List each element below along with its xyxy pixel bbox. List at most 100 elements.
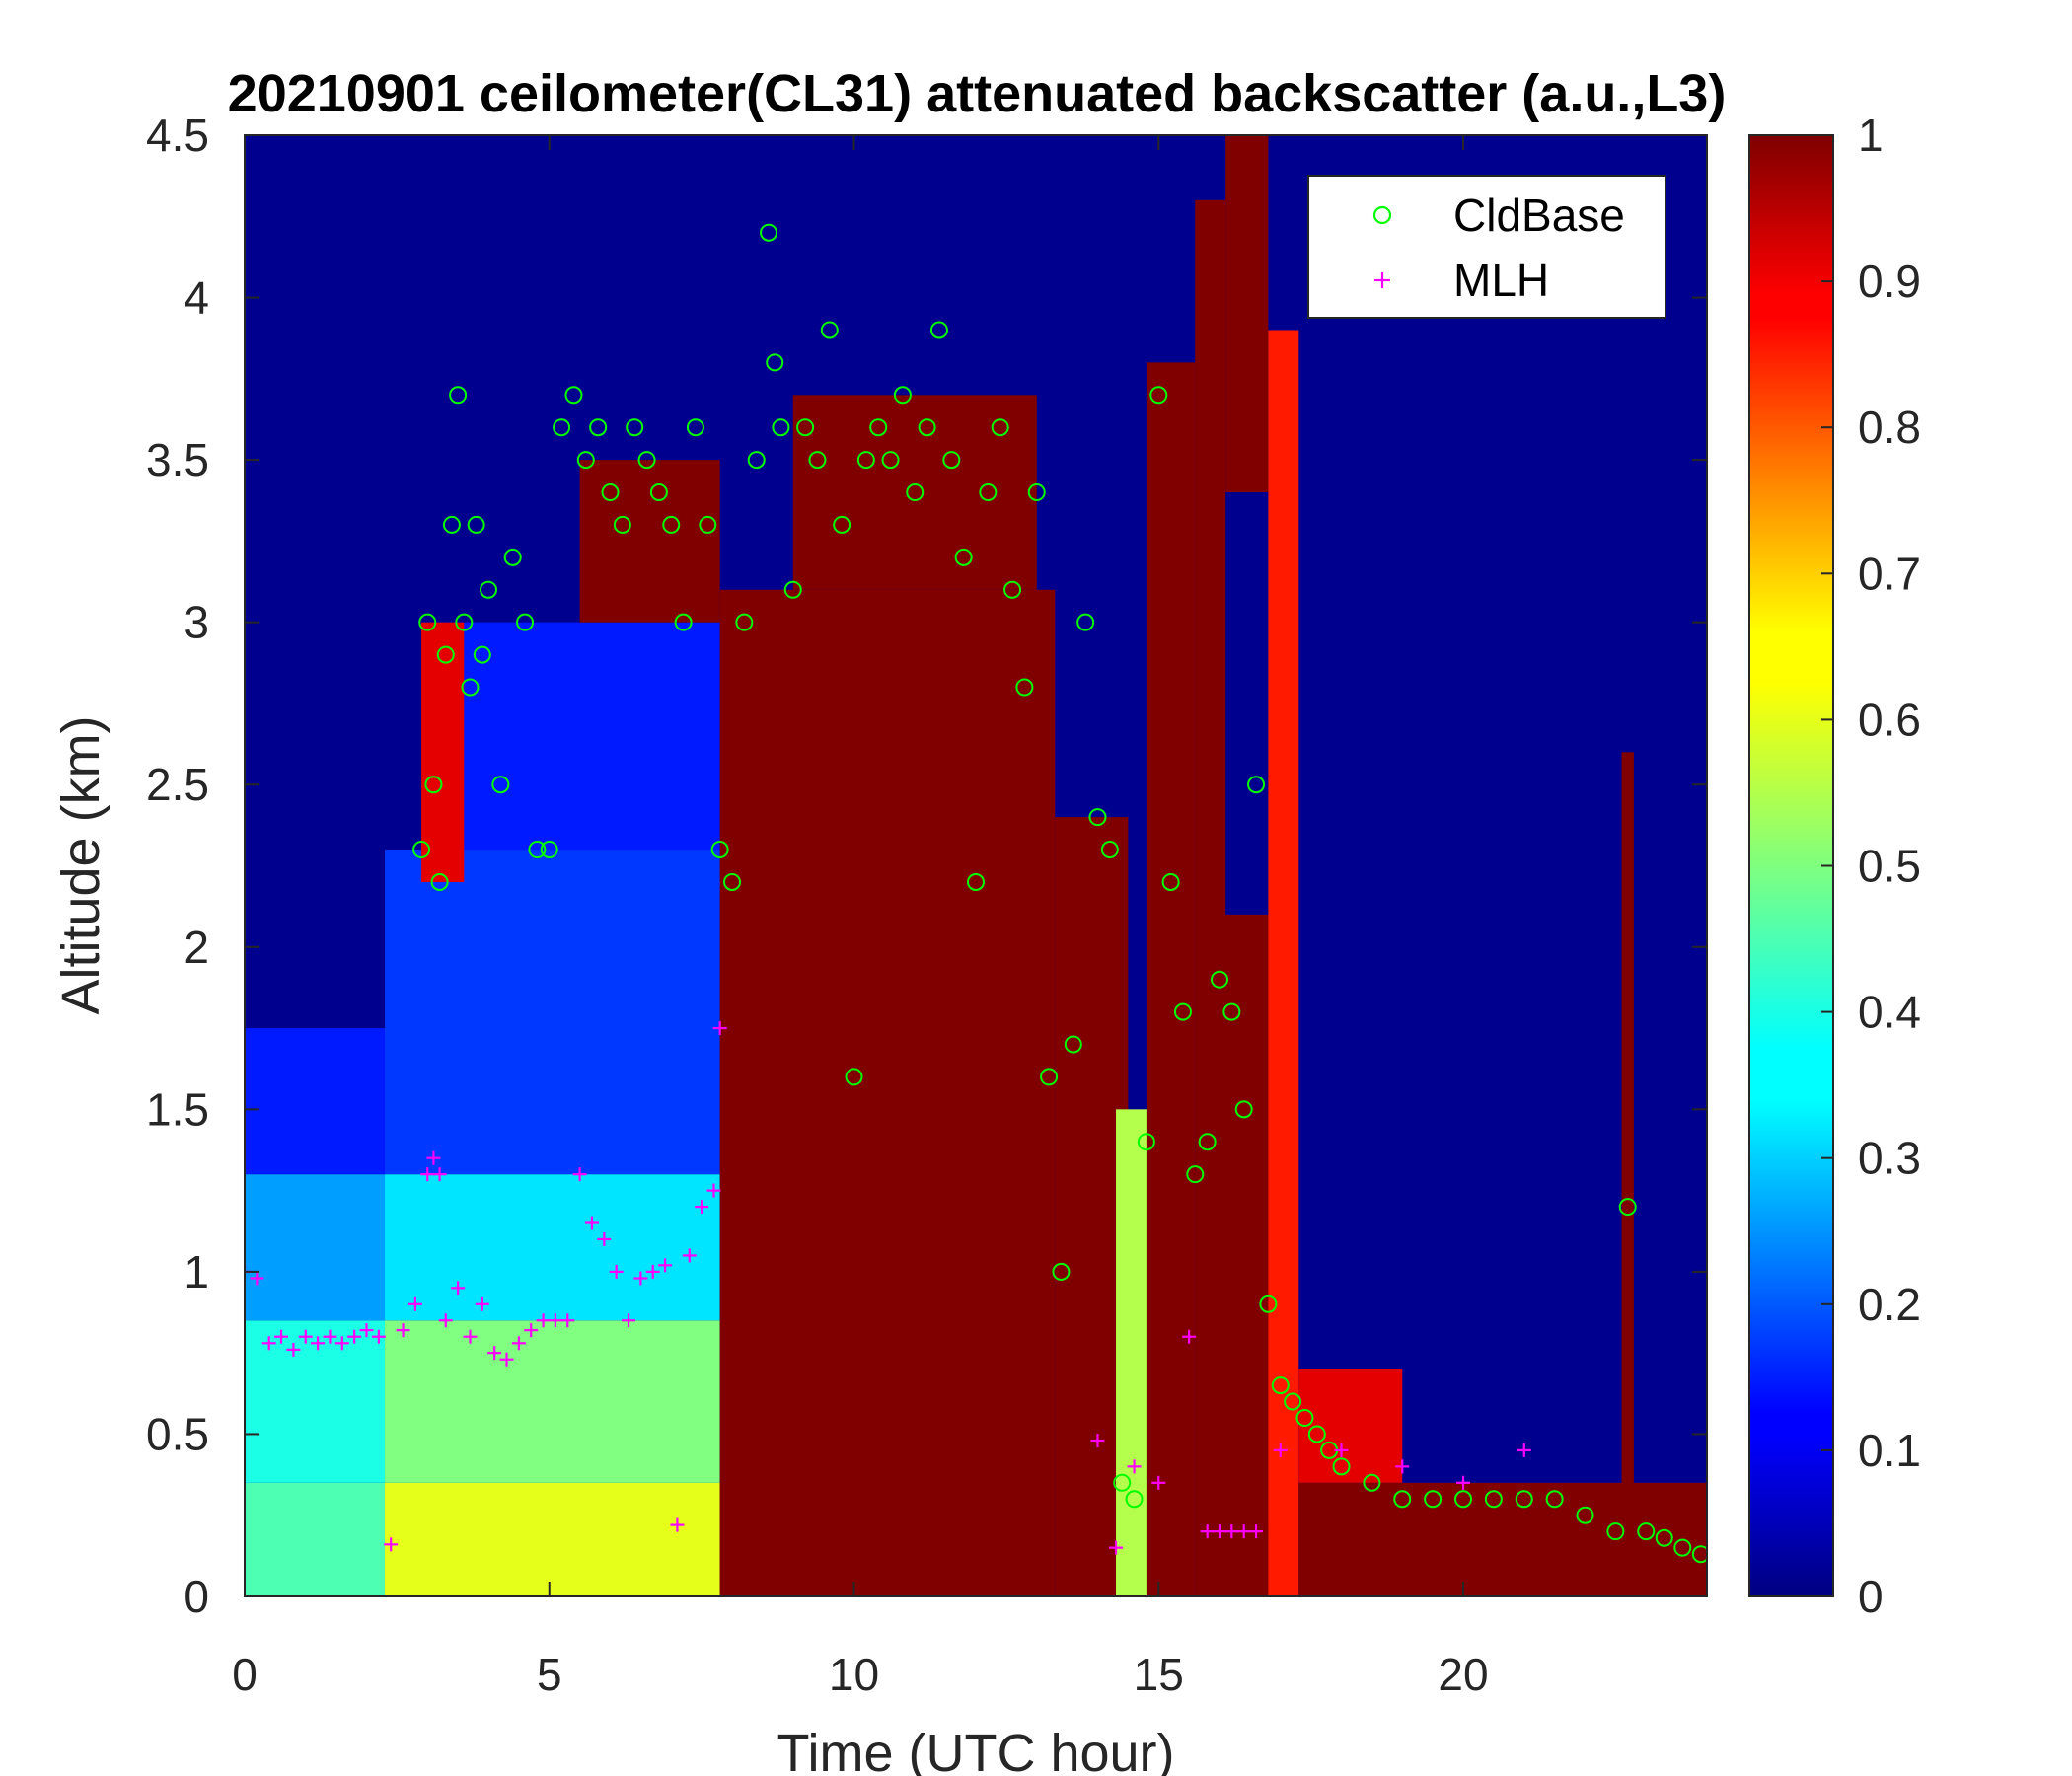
cldbase-point bbox=[1247, 776, 1266, 794]
mlh-point bbox=[463, 1329, 478, 1344]
mlh-point bbox=[311, 1336, 326, 1351]
x-tick-label: 5 bbox=[537, 1649, 562, 1700]
cldbase-point bbox=[1637, 1522, 1656, 1541]
y-tick-label: 0 bbox=[184, 1571, 209, 1622]
colorbar-tick-label: 0.8 bbox=[1858, 402, 1921, 453]
cldbase-series bbox=[412, 223, 1707, 1564]
cldbase-point bbox=[601, 483, 620, 502]
mlh-point bbox=[407, 1296, 422, 1311]
cldbase-point bbox=[1052, 1262, 1071, 1281]
mlh-point bbox=[261, 1336, 276, 1351]
plot-frame bbox=[244, 134, 1708, 1597]
mlh-point bbox=[359, 1323, 374, 1338]
mlh-point bbox=[682, 1248, 697, 1263]
legend-cldbase-marker bbox=[1372, 205, 1392, 225]
mlh-point bbox=[1273, 1443, 1288, 1457]
mlh-point bbox=[1151, 1475, 1166, 1490]
cldbase-point bbox=[430, 872, 449, 891]
cldbase-point bbox=[893, 386, 912, 405]
cldbase-point bbox=[1198, 1133, 1217, 1151]
colorbar-tick-label: 0 bbox=[1858, 1571, 1884, 1622]
cldbase-point bbox=[1618, 1198, 1637, 1217]
cldbase-point bbox=[1515, 1490, 1533, 1509]
mlh-point bbox=[1090, 1434, 1105, 1448]
cldbase-point bbox=[1673, 1538, 1692, 1557]
mlh-point bbox=[1395, 1459, 1410, 1474]
cldbase-point bbox=[626, 418, 644, 437]
cldbase-point bbox=[1393, 1490, 1412, 1509]
cldbase-point bbox=[1222, 1002, 1241, 1021]
mlh-point bbox=[706, 1183, 721, 1198]
cldbase-point bbox=[436, 645, 455, 664]
mlh-point bbox=[712, 1021, 727, 1036]
cldbase-point bbox=[1064, 1035, 1082, 1054]
cldbase-point bbox=[1295, 1408, 1314, 1427]
cldbase-point bbox=[1027, 483, 1046, 502]
cldbase-point bbox=[1271, 1376, 1290, 1395]
mlh-point bbox=[286, 1342, 301, 1357]
mlh-point bbox=[451, 1281, 466, 1295]
mlh-point bbox=[420, 1167, 435, 1182]
cldbase-point bbox=[503, 548, 522, 566]
mlh-point bbox=[670, 1517, 685, 1532]
mlh-point bbox=[499, 1352, 514, 1367]
heatmap-cell bbox=[245, 1028, 386, 1175]
mlh-point bbox=[548, 1313, 562, 1328]
heatmap-cell bbox=[1268, 330, 1299, 1596]
cldbase-point bbox=[553, 418, 571, 437]
cldbase-point bbox=[833, 515, 851, 534]
mlh-point bbox=[371, 1329, 386, 1344]
mlh-point bbox=[1334, 1443, 1349, 1457]
cldbase-point bbox=[467, 515, 485, 534]
heatmap-cell bbox=[1146, 362, 1196, 1596]
x-axis-label: Time (UTC hour) bbox=[777, 1724, 1174, 1776]
cldbase-point bbox=[662, 515, 681, 534]
mlh-point bbox=[658, 1258, 673, 1273]
cldbase-point bbox=[1161, 872, 1180, 891]
mlh-point bbox=[609, 1264, 624, 1279]
cldbase-point bbox=[942, 451, 961, 470]
mlh-point bbox=[1200, 1524, 1215, 1539]
heatmap-cell bbox=[1225, 135, 1269, 493]
mlh-point bbox=[475, 1296, 489, 1311]
cldbase-point bbox=[772, 418, 790, 437]
cldbase-point bbox=[1100, 841, 1119, 859]
colorbar-tick-label: 0.2 bbox=[1858, 1279, 1921, 1330]
legend-mlh-label: MLH bbox=[1453, 255, 1549, 306]
cldbase-point bbox=[1125, 1490, 1144, 1509]
mlh-point bbox=[1249, 1524, 1264, 1539]
heatmap-cell bbox=[1220, 914, 1275, 1596]
cldbase-point bbox=[1576, 1506, 1594, 1524]
mlh-point bbox=[1109, 1540, 1124, 1555]
mlh-point bbox=[396, 1323, 410, 1338]
cldbase-point bbox=[1113, 1473, 1132, 1492]
x-tick-label: 10 bbox=[829, 1649, 879, 1700]
x-tick-label: 15 bbox=[1134, 1649, 1184, 1700]
mlh-point bbox=[432, 1167, 447, 1182]
y-tick-label: 2.5 bbox=[146, 759, 209, 810]
cldbase-point bbox=[760, 223, 778, 242]
cldbase-point bbox=[1003, 580, 1022, 599]
y-tick-label: 1 bbox=[184, 1246, 209, 1297]
cldbase-point bbox=[929, 321, 948, 339]
cldbase-point bbox=[1040, 1068, 1059, 1086]
cldbase-point bbox=[449, 386, 468, 405]
cldbase-point bbox=[1363, 1473, 1381, 1492]
cldbase-point bbox=[455, 613, 474, 631]
cldbase-point bbox=[589, 418, 608, 437]
cldbase-point bbox=[1137, 1133, 1155, 1151]
mlh-series bbox=[245, 1021, 1531, 1555]
cldbase-point bbox=[710, 841, 729, 859]
mlh-point bbox=[1236, 1524, 1251, 1539]
legend-cldbase-label: CldBase bbox=[1453, 189, 1625, 241]
y-tick-label: 0.5 bbox=[146, 1408, 209, 1459]
cldbase-point bbox=[845, 1068, 863, 1086]
mlh-point bbox=[298, 1329, 313, 1344]
heatmap-cell bbox=[421, 622, 465, 882]
heatmap-cell bbox=[245, 1174, 386, 1321]
cldbase-point bbox=[1284, 1392, 1302, 1411]
legend-mlh-marker bbox=[1374, 272, 1390, 288]
cldbase-point bbox=[1484, 1490, 1503, 1509]
cldbase-point bbox=[424, 776, 443, 794]
